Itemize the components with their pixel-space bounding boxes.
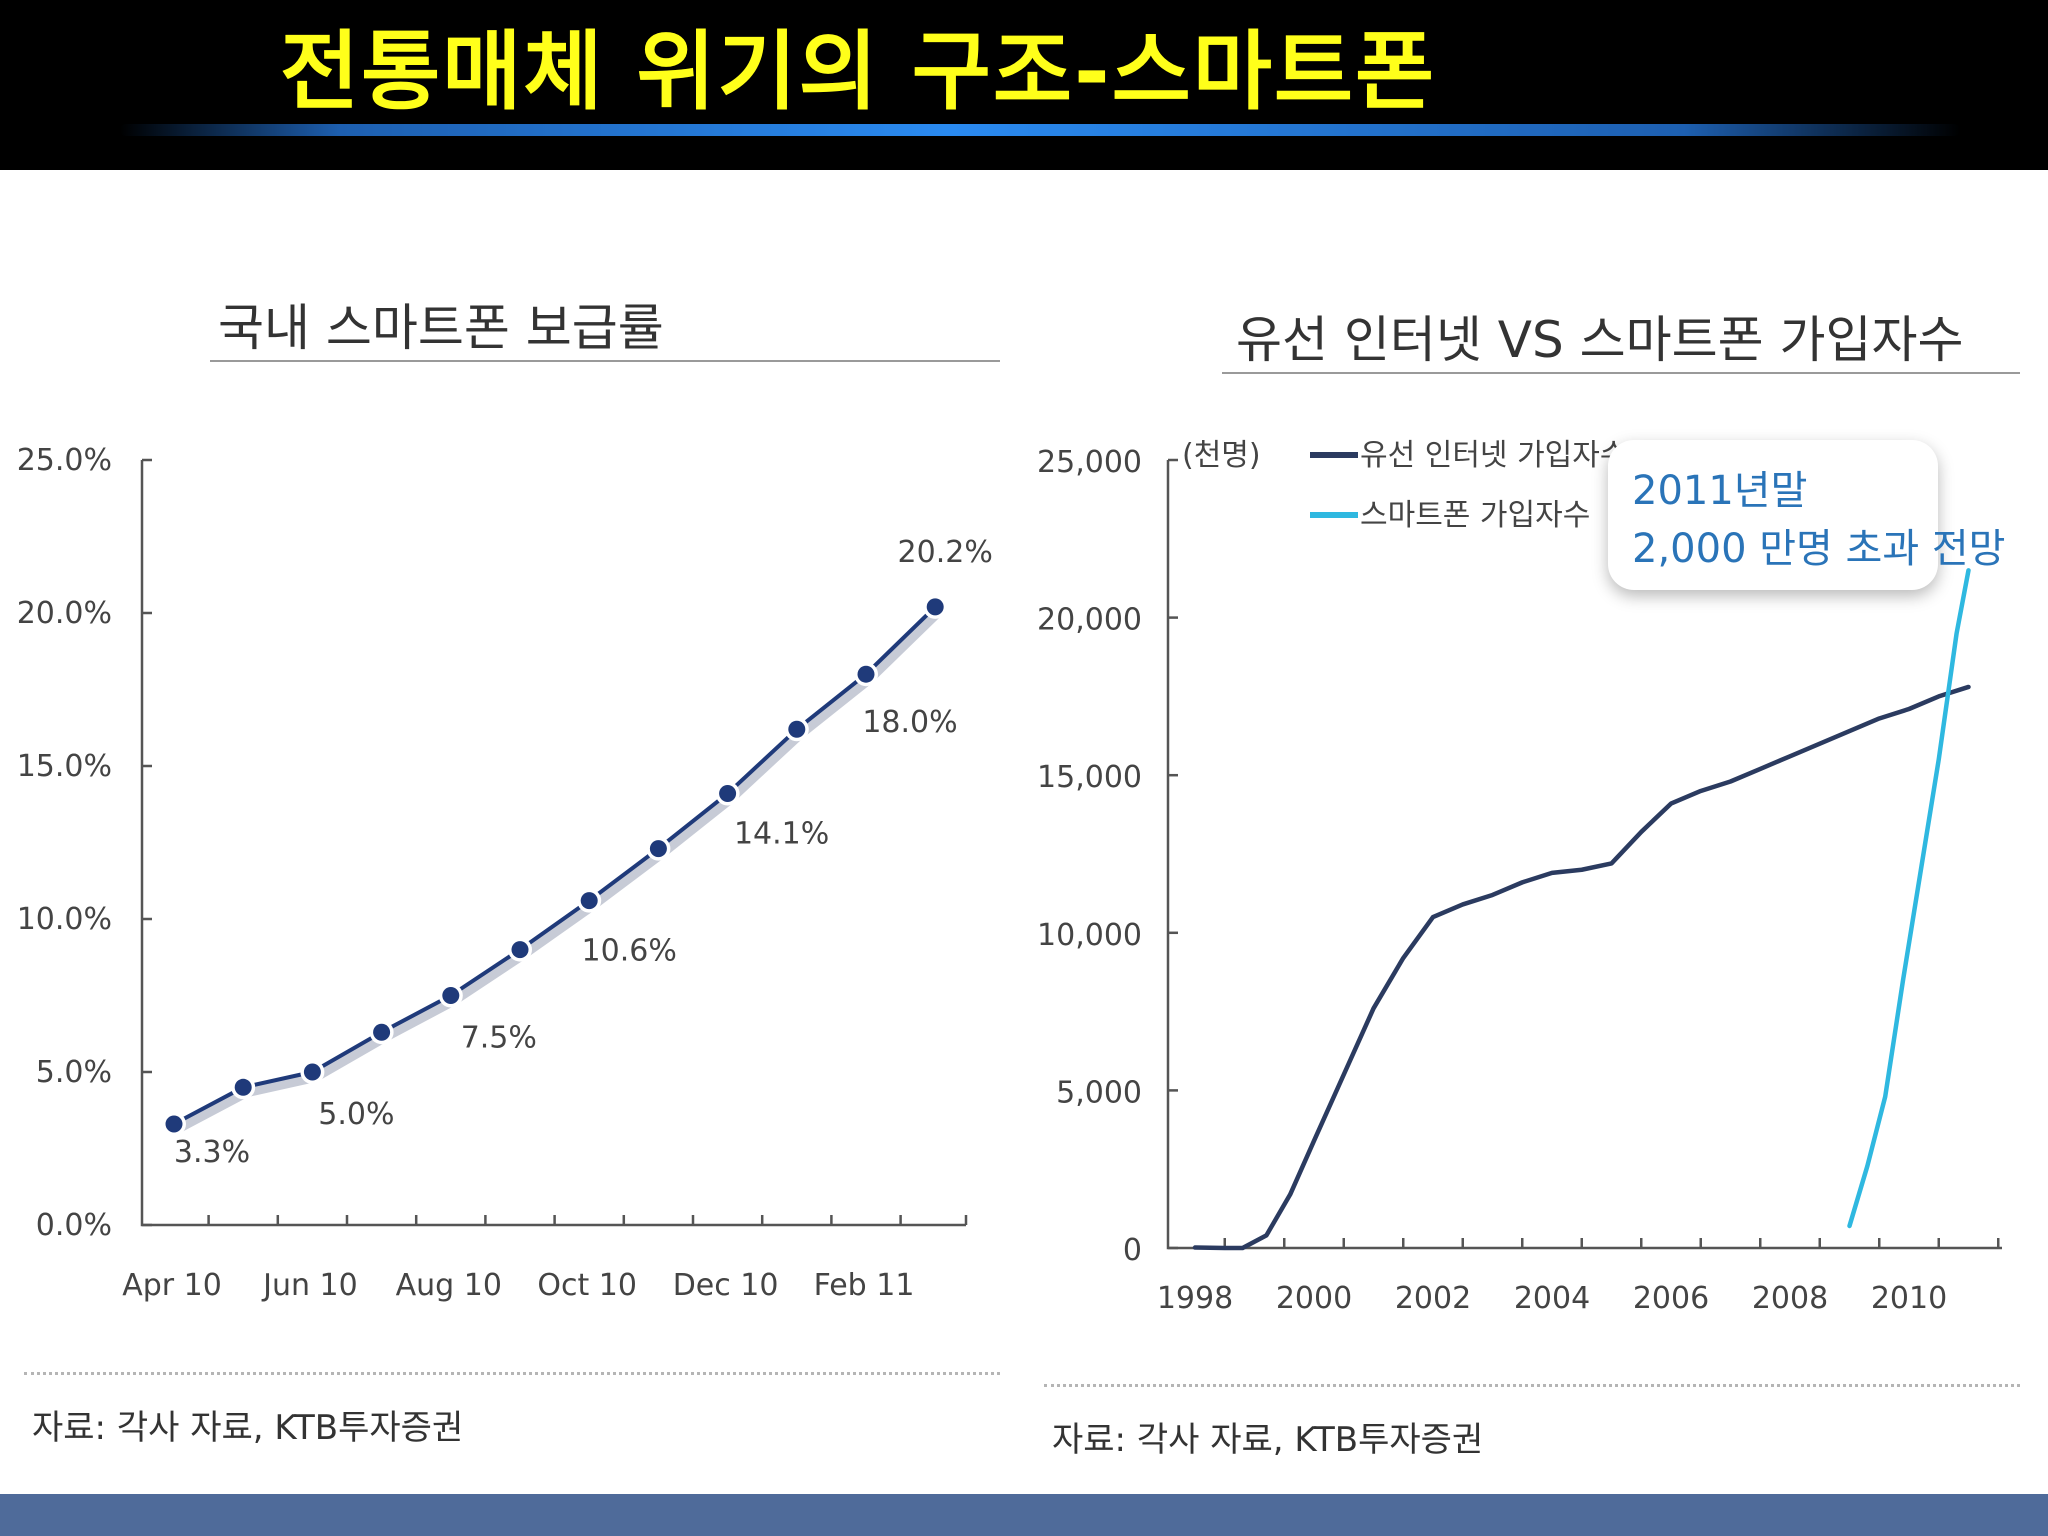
callout-line-2: 2,000 만명 초과 전망 <box>1632 526 2006 572</box>
smartphone-line <box>1847 568 1971 1229</box>
left-data-point <box>580 892 598 910</box>
left-y-tick-label: 15.0% <box>17 749 112 784</box>
left-data-label: 5.0% <box>318 1097 394 1132</box>
left-data-point <box>926 598 944 616</box>
right-source-note: 자료: 각사 자료, KTB투자증권 <box>1052 1420 1484 1460</box>
left-x-tick-label: Oct 10 <box>537 1268 637 1303</box>
right-chart-title: 유선 인터넷 VS 스마트폰 가입자수 <box>1236 311 1964 369</box>
left-x-tick-label: Apr 10 <box>122 1268 222 1303</box>
left-x-tick-label: Aug 10 <box>396 1268 502 1303</box>
left-x-tick-label: Dec 10 <box>673 1268 779 1303</box>
right-x-tick-label: 2006 <box>1633 1281 1709 1316</box>
wired-internet-line <box>1192 684 1971 1251</box>
right-title-rule <box>1222 372 2020 374</box>
left-data-point <box>649 840 667 858</box>
slide-title: 전통매체 위기의 구조-스마트폰 <box>280 22 1437 122</box>
left-data-label: 14.1% <box>734 817 829 852</box>
left-dotted-rule <box>24 1372 1000 1375</box>
footer-bar <box>0 1494 2048 1536</box>
left-y-tick-label: 5.0% <box>36 1055 112 1090</box>
right-x-tick-label: 2002 <box>1395 1281 1471 1316</box>
forecast-callout <box>1608 440 1938 590</box>
left-x-tick-label: Jun 10 <box>261 1268 358 1303</box>
callout-line-1: 2011년말 <box>1632 468 1808 514</box>
right-x-tick-label: 2008 <box>1752 1281 1828 1316</box>
left-data-label: 10.6% <box>582 934 677 969</box>
right-x-tick-label: 2000 <box>1276 1281 1352 1316</box>
right-y-tick-label: 10,000 <box>1037 918 1142 953</box>
left-data-point <box>165 1115 183 1133</box>
legend-label-smartphone: 스마트폰 가입자수 <box>1360 498 1590 533</box>
right-y-tick-label: 25,000 <box>1037 445 1142 480</box>
left-y-tick-label: 20.0% <box>17 596 112 631</box>
left-y-tick-label: 0.0% <box>36 1208 112 1243</box>
right-y-tick-label: 15,000 <box>1037 760 1142 795</box>
right-y-tick-label: 5,000 <box>1056 1075 1142 1110</box>
left-x-tick-label: Feb 11 <box>814 1268 915 1303</box>
left-data-label: 20.2% <box>898 535 993 570</box>
right-x-tick-label: 1998 <box>1157 1281 1233 1316</box>
legend-label-wired: 유선 인터넷 가입자수 <box>1360 438 1627 473</box>
left-data-point <box>234 1078 252 1096</box>
right-y-tick-label: 20,000 <box>1037 603 1142 638</box>
left-data-label: 18.0% <box>862 705 957 740</box>
left-series-line <box>173 605 937 1126</box>
left-data-point <box>788 720 806 738</box>
left-y-tick-label: 25.0% <box>17 443 112 478</box>
left-axis-frame <box>140 460 966 1227</box>
header-glow-line <box>120 124 1960 136</box>
slide-header: 전통매체 위기의 구조-스마트폰 <box>0 0 2048 170</box>
left-y-tick-label: 10.0% <box>17 902 112 937</box>
right-dotted-rule <box>1044 1384 2020 1387</box>
left-data-point <box>511 941 529 959</box>
left-title-rule <box>210 360 1000 362</box>
left-data-label: 3.3% <box>174 1135 250 1170</box>
left-source-note: 자료: 각사 자료, KTB투자증권 <box>32 1408 464 1448</box>
unit-label: (천명) <box>1182 438 1261 473</box>
left-data-point <box>373 1023 391 1041</box>
left-chart-title: 국내 스마트폰 보급률 <box>218 299 664 357</box>
left-series-shadow <box>174 608 942 1134</box>
right-x-tick-label: 2010 <box>1871 1281 1947 1316</box>
penetration-line-chart: 0.0% 5.0% 10.0% 15.0% 20.0% 25.0% Apr 10 Jun 10… <box>17 443 993 1303</box>
subscribers-line-chart: 0 5,000 10,000 15,000 20,000 25,000 1998 2000 20… <box>1037 438 2002 1316</box>
left-data-label: 7.5% <box>461 1021 537 1056</box>
right-x-tick-label: 2004 <box>1514 1281 1590 1316</box>
left-data-point <box>442 987 460 1004</box>
left-data-point <box>303 1063 321 1081</box>
left-data-point <box>719 785 737 803</box>
right-y-tick-label: 0 <box>1123 1233 1142 1268</box>
left-data-point <box>857 665 875 683</box>
